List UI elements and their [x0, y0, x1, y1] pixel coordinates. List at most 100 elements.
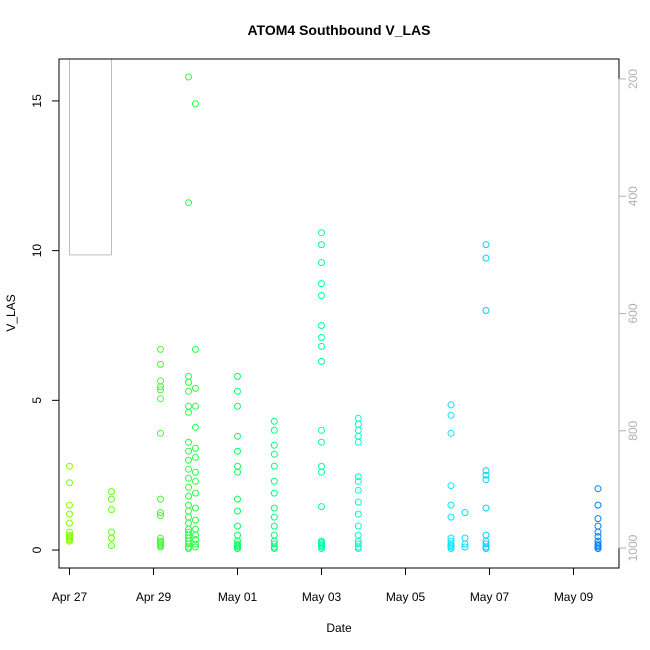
data-point: [594, 533, 602, 541]
data-point: [594, 537, 602, 545]
y-tick-label: 10: [30, 244, 44, 258]
data-point: [157, 386, 164, 394]
data-point: [482, 504, 490, 512]
y-right-tick-label: 200: [626, 69, 640, 89]
data-point: [482, 531, 490, 539]
data-point: [192, 453, 199, 461]
data-point: [192, 468, 199, 476]
data-point: [318, 357, 325, 365]
data-point: [185, 372, 192, 380]
data-point: [192, 540, 199, 548]
x-tick-label: May 09: [554, 590, 594, 604]
data-point: [157, 495, 164, 503]
data-point: [108, 506, 115, 514]
data-point: [354, 522, 362, 530]
data-point: [270, 417, 278, 425]
data-point: [318, 241, 325, 249]
data-point: [66, 528, 73, 536]
data-point: [318, 503, 325, 511]
data-point: [318, 334, 325, 341]
x-axis: Apr 27 Apr 29 May 01 May 03 May 05 May 07 May …: [52, 567, 594, 604]
data-point: [270, 441, 278, 449]
data-point: [108, 495, 115, 503]
data-point: [270, 522, 278, 530]
data-point: [447, 401, 455, 409]
data-point: [354, 531, 362, 539]
data-point: [108, 534, 115, 542]
y-right-tick-label: 400: [626, 186, 640, 206]
data-point: [447, 411, 455, 419]
data-point: [185, 402, 192, 410]
data-point: [192, 504, 199, 512]
data-point: [185, 465, 192, 473]
data-point: [354, 420, 362, 428]
y-tick-label: 5: [30, 397, 44, 404]
data-point: [192, 345, 199, 353]
data-point: [157, 509, 164, 517]
data-point: [157, 542, 164, 549]
data-point: [185, 447, 192, 455]
data-point: [66, 533, 73, 541]
y-axis-right: 200 400 600 800 1000: [618, 69, 640, 561]
data-point: [354, 498, 362, 506]
data-point: [447, 537, 455, 545]
data-point: [192, 516, 199, 524]
data-point: [185, 378, 192, 386]
data-point: [461, 543, 469, 551]
data-point: [234, 495, 241, 503]
data-point: [157, 345, 164, 353]
data-point: [185, 73, 192, 81]
data-point: [192, 531, 199, 539]
x-tick-label: May 05: [386, 590, 426, 604]
data-point: [270, 477, 278, 485]
data-point: [185, 408, 192, 416]
data-point: [461, 534, 469, 542]
data-point: [185, 199, 192, 207]
data-point: [354, 540, 362, 548]
data-point: [354, 510, 362, 518]
data-point: [270, 462, 278, 470]
data-point: [185, 438, 192, 446]
data-point: [594, 485, 602, 493]
data-point: [482, 540, 490, 548]
data-point: [318, 280, 325, 288]
data-point: [354, 438, 362, 446]
data-point: [185, 492, 192, 500]
data-point: [192, 536, 199, 544]
data-point: [185, 483, 192, 491]
data-point: [594, 522, 602, 530]
data-point: [234, 531, 241, 539]
data-point: [318, 292, 325, 299]
data-point: [234, 540, 241, 548]
x-tick-label: Apr 27: [52, 590, 88, 604]
data-point: [354, 477, 362, 485]
x-tick-label: May 07: [470, 590, 510, 604]
x-tick-label: May 01: [218, 590, 258, 604]
data-point: [234, 432, 241, 440]
data-point: [482, 476, 490, 484]
data-point: [354, 426, 362, 434]
data-point: [270, 450, 278, 458]
data-point: [234, 372, 241, 380]
data-point: [66, 501, 73, 509]
data-point: [234, 462, 241, 470]
data-point: [66, 519, 73, 527]
y-tick-label: 15: [30, 94, 44, 108]
data-point: [354, 486, 362, 494]
data-point: [192, 402, 199, 410]
y-axis: 0 5 10 15: [30, 94, 60, 553]
data-point: [270, 540, 278, 548]
data-point: [270, 426, 278, 434]
y-tick-label: 0: [30, 546, 44, 553]
data-point: [234, 522, 241, 530]
data-point: [482, 467, 490, 475]
data-point: [594, 528, 602, 536]
data-point: [318, 537, 325, 545]
data-point: [594, 501, 602, 509]
data-point: [157, 360, 164, 368]
data-point: [66, 510, 73, 518]
data-point: [192, 423, 199, 431]
data-point: [318, 229, 325, 237]
data-point: [482, 254, 490, 262]
data-point: [482, 241, 490, 249]
